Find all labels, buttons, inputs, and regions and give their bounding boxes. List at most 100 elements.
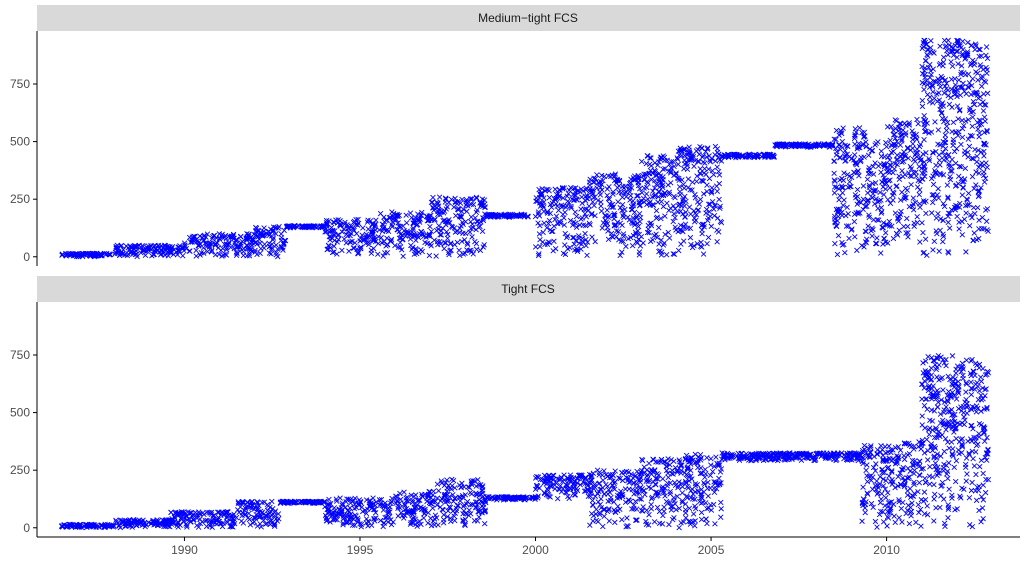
data-point [670, 203, 677, 209]
data-point [326, 218, 332, 224]
data-point [654, 234, 660, 241]
data-point [600, 220, 607, 226]
data-point [677, 145, 684, 151]
data-point [642, 491, 648, 498]
data-point [676, 177, 682, 184]
data-point [464, 208, 470, 215]
data-point [566, 187, 572, 193]
data-point [358, 244, 364, 250]
data-point [969, 76, 976, 82]
data-point [666, 235, 673, 241]
data-point [711, 212, 718, 219]
data-point [917, 472, 923, 479]
data-point [963, 91, 970, 97]
data-point [479, 228, 486, 235]
y-tick-label: 0 [23, 250, 30, 264]
data-point [343, 240, 349, 246]
data-point [352, 240, 358, 246]
data-point [230, 233, 236, 239]
data-point [698, 239, 704, 246]
data-point [574, 197, 580, 203]
data-point [852, 133, 858, 139]
data-point [59, 252, 65, 258]
data-point [606, 518, 612, 524]
data-point [880, 519, 887, 525]
data-point [689, 187, 695, 193]
data-point [115, 249, 122, 256]
data-point [409, 246, 415, 253]
data-point [534, 198, 540, 204]
data-point [552, 186, 558, 192]
data-point [615, 503, 621, 510]
data-point [426, 213, 432, 219]
data-point [239, 238, 245, 245]
data-point [468, 249, 475, 255]
data-point [666, 191, 673, 198]
data-point [978, 83, 985, 89]
data-point [689, 179, 696, 185]
data-point [435, 522, 441, 528]
data-point [974, 70, 981, 76]
data-point [675, 203, 682, 209]
data-point [427, 223, 433, 230]
data-point [175, 247, 181, 253]
data-point [535, 252, 542, 259]
data-point [479, 200, 485, 206]
data-point [970, 237, 976, 244]
data-point [739, 153, 746, 160]
data-point [413, 250, 420, 257]
data-point [370, 495, 376, 501]
data-point [946, 101, 953, 108]
data-point [593, 506, 599, 513]
data-point [846, 235, 852, 242]
data-point [536, 251, 542, 257]
data-point [211, 232, 218, 239]
data-point [969, 114, 976, 120]
data-point [716, 180, 723, 187]
data-point [539, 190, 545, 196]
data-point [902, 171, 908, 178]
data-point [355, 249, 362, 256]
data-point [168, 509, 174, 516]
data-point [930, 181, 937, 188]
data-point [629, 242, 636, 249]
data-point [459, 219, 466, 226]
data-point [660, 192, 667, 198]
data-point [359, 232, 365, 238]
data-point [426, 252, 433, 259]
data-point [593, 517, 600, 524]
data-point [919, 220, 925, 226]
data-point [397, 244, 404, 250]
data-point [959, 485, 965, 491]
data-point [945, 213, 951, 220]
data-point [686, 505, 693, 512]
data-point [458, 484, 464, 490]
data-point [592, 493, 598, 500]
data-point [704, 505, 710, 512]
data-point [865, 152, 872, 159]
data-point [656, 241, 662, 247]
data-point [937, 162, 943, 168]
data-point [569, 222, 576, 228]
data-point [731, 152, 738, 159]
data-point [911, 446, 917, 452]
data-point [570, 490, 577, 497]
data-point [539, 239, 546, 245]
data-point [914, 184, 921, 190]
data-point [454, 228, 460, 234]
data-point [935, 186, 941, 192]
data-point [106, 251, 112, 257]
data-point [339, 247, 345, 254]
data-point [216, 251, 222, 258]
data-point [712, 521, 718, 527]
data-point [972, 146, 978, 153]
data-point [599, 187, 605, 193]
data-point [363, 240, 369, 247]
data-point [965, 190, 972, 197]
data-point [707, 213, 714, 220]
data-point [397, 490, 403, 497]
data-point [637, 214, 644, 221]
data-point [589, 234, 595, 240]
data-point [771, 153, 777, 160]
